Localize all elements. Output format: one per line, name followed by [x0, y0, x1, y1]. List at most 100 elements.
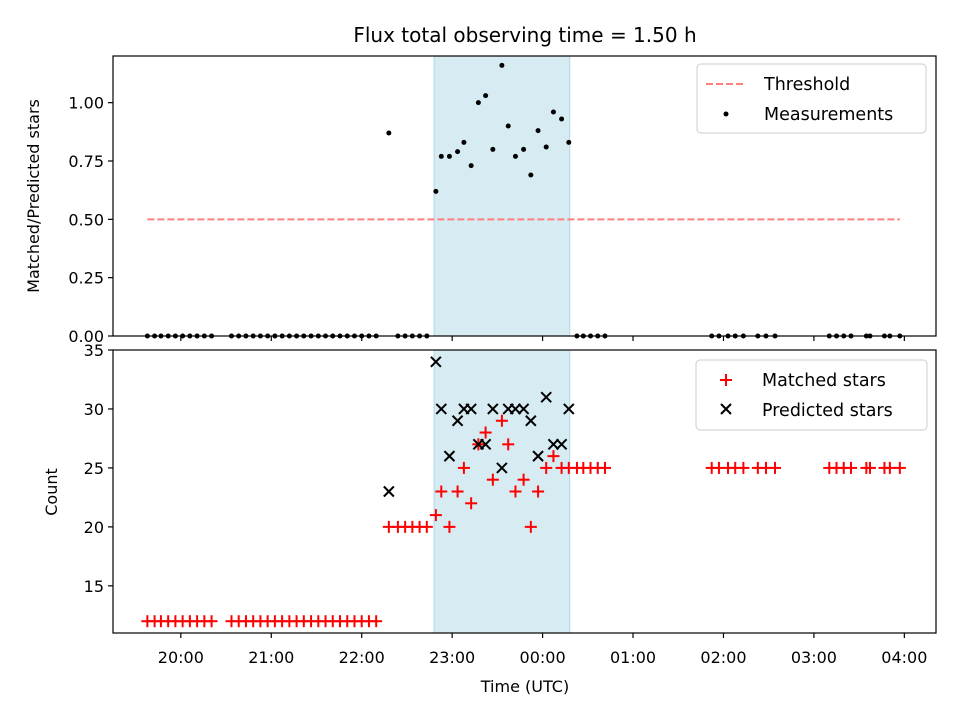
top-y-tick-label: 0.00: [68, 327, 104, 346]
measurement-point: [433, 188, 439, 194]
measurement-point: [512, 153, 518, 159]
matched-star-point: [465, 497, 478, 510]
top-panel: 0.00 0.25 0.50 0.75 1.00 Flux total observin…: [24, 23, 937, 346]
matched-star-point: [486, 473, 499, 486]
measurement-point: [499, 62, 505, 68]
matched-star-point: [547, 450, 560, 463]
predicted-star-point: [532, 450, 544, 462]
legend-matched-label: Matched stars: [762, 371, 886, 391]
predicted-star-point: [525, 415, 537, 427]
matched-star-point: [863, 461, 876, 474]
matched-star-point: [451, 485, 464, 498]
bottom-y-tick-label: 30: [84, 400, 104, 419]
top-highlight-band: [433, 55, 571, 337]
predicted-star-point: [496, 462, 508, 474]
matched-star-point: [598, 461, 611, 474]
matched-star-point: [420, 520, 433, 533]
predicted-star-point: [547, 438, 560, 451]
measurement-point: [455, 149, 461, 155]
matched-star-point: [370, 615, 383, 628]
top-y-tick-label: 0.25: [68, 269, 104, 288]
predicted-star-point: [555, 438, 568, 451]
measurement-point: [528, 172, 534, 178]
x-tick-label: 00:00: [520, 648, 566, 667]
predicted-star-point: [487, 403, 499, 415]
measurement-point: [505, 123, 511, 129]
matched-star-point: [737, 461, 750, 474]
matched-star-point: [893, 461, 906, 474]
predicted-star-point: [430, 356, 442, 368]
x-tick-label: 02:00: [700, 648, 746, 667]
bottom-x-axis-label: Time (UTC): [480, 677, 569, 696]
matched-star-point: [524, 520, 537, 533]
measurement-point: [468, 163, 474, 169]
matched-star-point: [495, 414, 508, 427]
measurement-point: [543, 144, 549, 150]
matched-star-point: [457, 461, 470, 474]
matched-star-point: [443, 520, 456, 533]
measurement-point: [566, 139, 572, 145]
predicted-star-point: [563, 403, 575, 415]
matched-star-point: [429, 509, 442, 522]
bottom-y-tick-label: 35: [84, 341, 104, 360]
top-y-tick-label: 1.00: [68, 94, 104, 113]
top-chart-title: Flux total observing time = 1.50 h: [353, 23, 696, 47]
x-tick-label: 22:00: [339, 648, 385, 667]
matched-star-point: [435, 485, 448, 498]
bottom-y-tick-label: 15: [84, 577, 104, 596]
measurement-point: [461, 139, 467, 145]
x-tick-label: 01:00: [610, 648, 656, 667]
legend-predicted-label: Predicted stars: [762, 401, 893, 421]
legend-matched-swatch: [720, 374, 732, 386]
predicted-star-point: [517, 403, 530, 415]
matched-star-point: [532, 485, 545, 498]
predicted-star-point: [451, 415, 464, 427]
top-y-tick-label: 0.75: [68, 152, 104, 171]
top-legend: Threshold Measurements: [696, 63, 927, 134]
legend-measurements-label: Measurements: [764, 105, 893, 125]
top-axes-frame: [112, 55, 937, 337]
measurement-point: [521, 146, 527, 152]
x-tick-label: 20:00: [158, 648, 204, 667]
bottom-y-tick-label: 25: [84, 459, 104, 478]
measurement-point: [559, 116, 565, 122]
predicted-star-point: [540, 391, 552, 403]
measurement-point: [490, 146, 496, 152]
top-legend-box: [696, 63, 927, 134]
top-y-tick-label: 0.50: [68, 210, 104, 229]
matched-star-point: [205, 615, 218, 628]
predicted-star-point: [435, 403, 448, 415]
x-tick-label: 23:00: [429, 648, 475, 667]
top-y-axis-label: Matched/Predicted stars: [24, 99, 43, 293]
legend-threshold-label: Threshold: [763, 75, 850, 95]
matched-star-point: [509, 485, 522, 498]
measurement-point: [550, 109, 556, 115]
measurement-point: [438, 153, 444, 159]
legend-predicted-swatch: [720, 403, 732, 415]
matched-star-point: [517, 473, 530, 486]
matched-star-point: [769, 461, 782, 474]
measurement-point: [446, 153, 452, 159]
bottom-y-tick-label: 20: [84, 518, 104, 537]
matched-star-point: [844, 461, 857, 474]
measurement-point: [535, 128, 541, 134]
bottom-legend-box: [695, 359, 928, 431]
predicted-star-point: [383, 485, 395, 498]
predicted-star-point: [443, 450, 456, 462]
legend-measurements-swatch: [723, 111, 729, 117]
measurement-point: [483, 93, 489, 99]
bottom-axes-frame: [112, 349, 937, 634]
matched-star-point: [479, 426, 492, 439]
predicted-star-point: [465, 403, 477, 415]
matched-star-point: [540, 461, 553, 474]
bottom-legend: Matched stars Predicted stars: [695, 359, 928, 431]
bottom-panel: 15 20 25 30 35 20:00 21:00 22:00 23:00 00:00 01:00…: [42, 341, 937, 696]
x-tick-label: 21:00: [248, 648, 294, 667]
x-tick-label: 04:00: [881, 648, 927, 667]
x-tick-label: 03:00: [791, 648, 837, 667]
bottom-y-axis-label: Count: [42, 468, 61, 516]
matched-star-point: [502, 438, 515, 451]
predicted-star-point: [479, 438, 492, 451]
measurement-point: [386, 130, 392, 136]
